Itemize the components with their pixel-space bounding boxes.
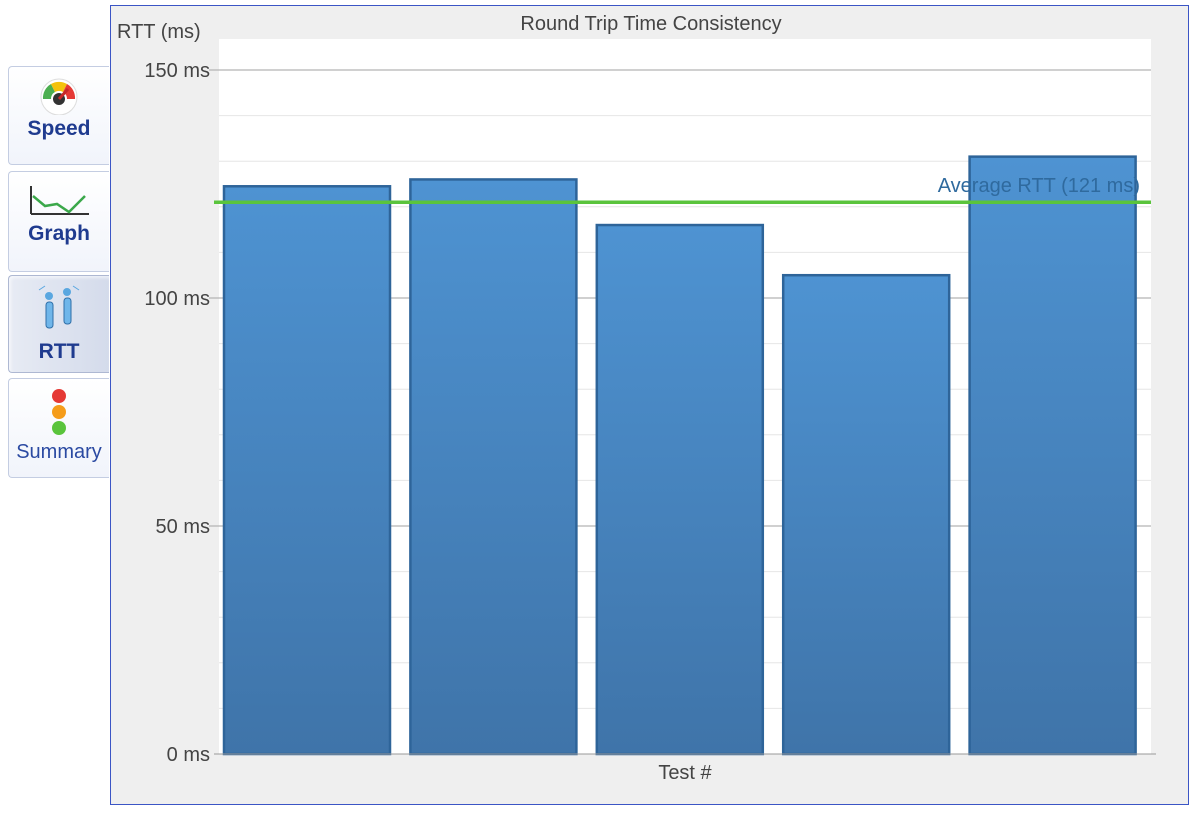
tab-graph[interactable]: Graph [8,171,109,272]
rtt-chart-panel: Average RTT (121 ms) 0 ms 50 ms 100 ms 150 … [110,5,1189,805]
bar-test-1 [222,185,392,756]
y-tick-labels: 0 ms 50 ms 100 ms 150 ms [144,60,210,766]
y-tick-label: 50 ms [156,516,210,538]
y-tick-label: 100 ms [144,288,210,310]
tab-rtt[interactable]: RTT [8,275,109,373]
bar-test-2 [409,178,578,756]
rtt-icon [37,284,81,337]
tab-speed[interactable]: Speed [8,66,109,165]
average-line-group: Average RTT (121 ms) [214,175,1151,204]
side-tab-strip: Speed Graph RTT [0,0,112,814]
rtt-bar-chart: Average RTT (121 ms) 0 ms 50 ms 100 ms 150 … [117,13,1156,784]
y-axis-label: RTT (ms) [117,21,201,43]
tab-label: Graph [28,222,90,245]
x-axis-label: Test # [658,762,712,784]
y-tick-label: 150 ms [144,60,210,82]
speedometer-icon [37,75,81,120]
bar-test-3 [595,223,765,756]
chart-title: Round Trip Time Consistency [520,13,781,35]
tab-label: Speed [27,117,91,140]
line-graph-icon [27,184,91,223]
bars [222,155,1137,756]
traffic-light-icon [47,387,71,442]
bar-test-4 [781,273,951,756]
tab-summary[interactable]: Summary [8,378,109,478]
average-rtt-label: Average RTT (121 ms) [938,175,1140,197]
tab-label: Summary [16,441,102,463]
bar-test-5 [968,155,1137,756]
y-tick-label: 0 ms [167,744,210,766]
tab-label: RTT [38,340,80,363]
